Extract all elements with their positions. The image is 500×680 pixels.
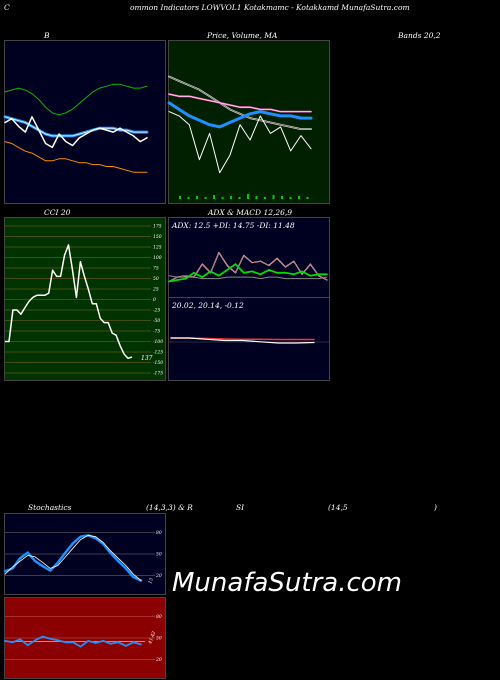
volume-bar <box>264 197 266 199</box>
price-close-line <box>168 111 312 174</box>
volume-bar <box>221 197 224 199</box>
volume-bar <box>289 197 292 199</box>
rsi-title: SI <box>236 503 245 512</box>
stoch-tick-label: 80 <box>156 530 162 536</box>
macd-chart <box>169 337 329 344</box>
ma-long-outline <box>168 75 312 130</box>
rsi-params: (14,5 <box>328 503 348 512</box>
price-panel <box>167 40 330 204</box>
cci-tick-label: -150 <box>153 360 163 366</box>
rsi-tick-label: 80 <box>156 614 162 620</box>
header-left: C <box>4 3 10 12</box>
volume-bar <box>281 196 283 199</box>
stoch-panel: 80 50 20 13 <box>3 513 166 595</box>
volume-bar <box>230 196 232 199</box>
watermark: MunafaSutra.com <box>172 568 403 598</box>
cci-tick-label: 0 <box>153 297 156 303</box>
cci-tick-label: -50 <box>153 318 160 324</box>
macd-line <box>170 337 315 344</box>
volume-bar <box>238 197 241 199</box>
volume-bar <box>298 196 300 199</box>
adx-plus-di-line <box>168 263 328 283</box>
bb-upper-band <box>4 83 148 116</box>
cci-panel: 175 150 125 100 75 50 25 0 -25 -50 -75 -100 -125 -150… <box>4 217 166 381</box>
price-chart <box>167 75 313 199</box>
cci-tick-label: -125 <box>153 350 163 356</box>
cci-tick-label: 125 <box>153 245 162 251</box>
volume-bar <box>187 197 190 199</box>
ma-mid-highlight <box>168 93 312 112</box>
cci-tick-label: 50 <box>153 276 159 282</box>
cci-tick-label: 75 <box>153 266 159 272</box>
header-title: ommon Indicators LOWVOL1 Kotakmamc - Kot… <box>130 3 410 12</box>
volume-bar <box>247 194 249 199</box>
cci-tick-label: 150 <box>153 234 162 240</box>
rsi-line <box>4 635 142 648</box>
cci-tick-label: 100 <box>153 255 162 261</box>
price-title: Price, Volume, MA <box>207 31 278 40</box>
ma-long-line <box>168 76 312 130</box>
rsi-last-value: 41.42 <box>147 630 157 645</box>
volume-bar <box>255 196 258 199</box>
macd-panel: 20.02, 20.14, -0.12 <box>168 297 330 381</box>
stoch-params: (14,3,3) & R <box>146 503 193 512</box>
cci-tick-label: -75 <box>153 329 160 335</box>
stoch-tick-label: 50 <box>156 552 162 558</box>
cci-chart: 175 150 125 100 75 50 25 0 -25 -50 -75 -100 -125 -150… <box>5 224 163 377</box>
bb-right-title: Bands 20,2 <box>398 31 441 40</box>
adx-title: ADX & MACD 12,26,9 <box>208 208 293 217</box>
bb-lower-band <box>4 141 148 173</box>
volume-bar <box>179 196 181 199</box>
bollinger-chart <box>3 83 149 173</box>
stoch-d-line <box>4 534 142 581</box>
bb-price-line <box>4 116 148 149</box>
rsi-tick-label: 50 <box>156 636 162 642</box>
stoch-title: Stochastics <box>28 503 72 512</box>
volume-bar <box>196 196 198 199</box>
adx-chart <box>168 251 328 283</box>
bb-middle-band <box>3 115 149 138</box>
cci-line <box>5 244 133 360</box>
adx-panel: ADX: 12.5 +DI: 14.75 -DI: 11.48 <box>168 217 330 299</box>
rsi-panel: 80 50 20 41.42 <box>4 597 166 679</box>
cci-tick-label: -175 <box>153 371 163 377</box>
volume-bar <box>204 197 207 199</box>
volume-bar <box>272 195 275 199</box>
bollinger-panel <box>3 40 166 204</box>
cci-tick-label: 175 <box>153 224 162 230</box>
cci-tick-label: 25 <box>152 287 159 293</box>
adx-readout: ADX: 12.5 +DI: 14.75 -DI: 11.48 <box>172 221 295 230</box>
rsi-params-close: ) <box>434 503 437 512</box>
bb-middle-highlight <box>4 116 148 137</box>
stoch-last-value: 13 <box>147 577 155 585</box>
cci-title: CCI 20 <box>44 208 71 217</box>
volume-bar <box>306 197 309 199</box>
bb-title: B <box>44 31 50 40</box>
volume-bar <box>213 195 215 199</box>
rsi-chart: 80 50 20 41.42 <box>4 614 162 663</box>
cci-tick-label: -100 <box>153 339 163 345</box>
ma-short-line <box>167 101 313 129</box>
adx-line <box>168 275 328 280</box>
macd-readout: 20.02, 20.14, -0.12 <box>172 301 244 310</box>
stoch-tick-label: 20 <box>155 573 162 579</box>
rsi-tick-label: 20 <box>155 657 162 663</box>
cci-last-value: 137 <box>141 355 153 362</box>
cci-tick-label: -25 <box>153 308 160 314</box>
stoch-k-line <box>3 534 143 582</box>
